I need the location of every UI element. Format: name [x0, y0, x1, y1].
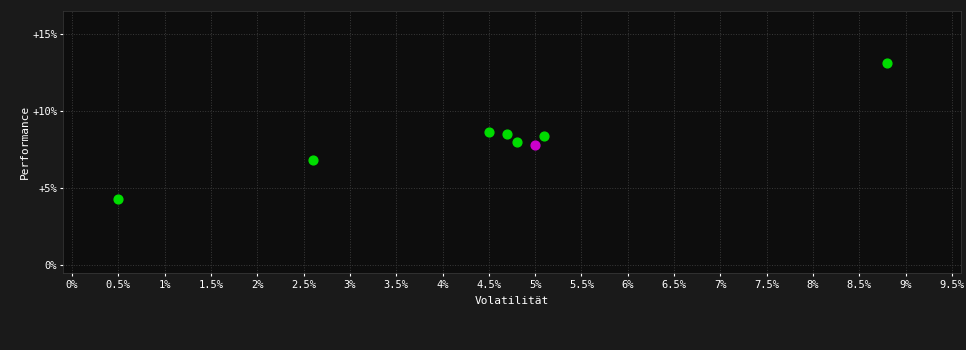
- Point: [499, 131, 515, 137]
- Point: [111, 196, 127, 202]
- X-axis label: Volatilität: Volatilität: [475, 295, 549, 306]
- Point: [537, 133, 553, 138]
- Point: [305, 158, 321, 163]
- Y-axis label: Performance: Performance: [19, 105, 29, 179]
- Point: [879, 60, 895, 66]
- Point: [509, 139, 525, 145]
- Point: [481, 130, 497, 135]
- Point: [527, 142, 543, 148]
